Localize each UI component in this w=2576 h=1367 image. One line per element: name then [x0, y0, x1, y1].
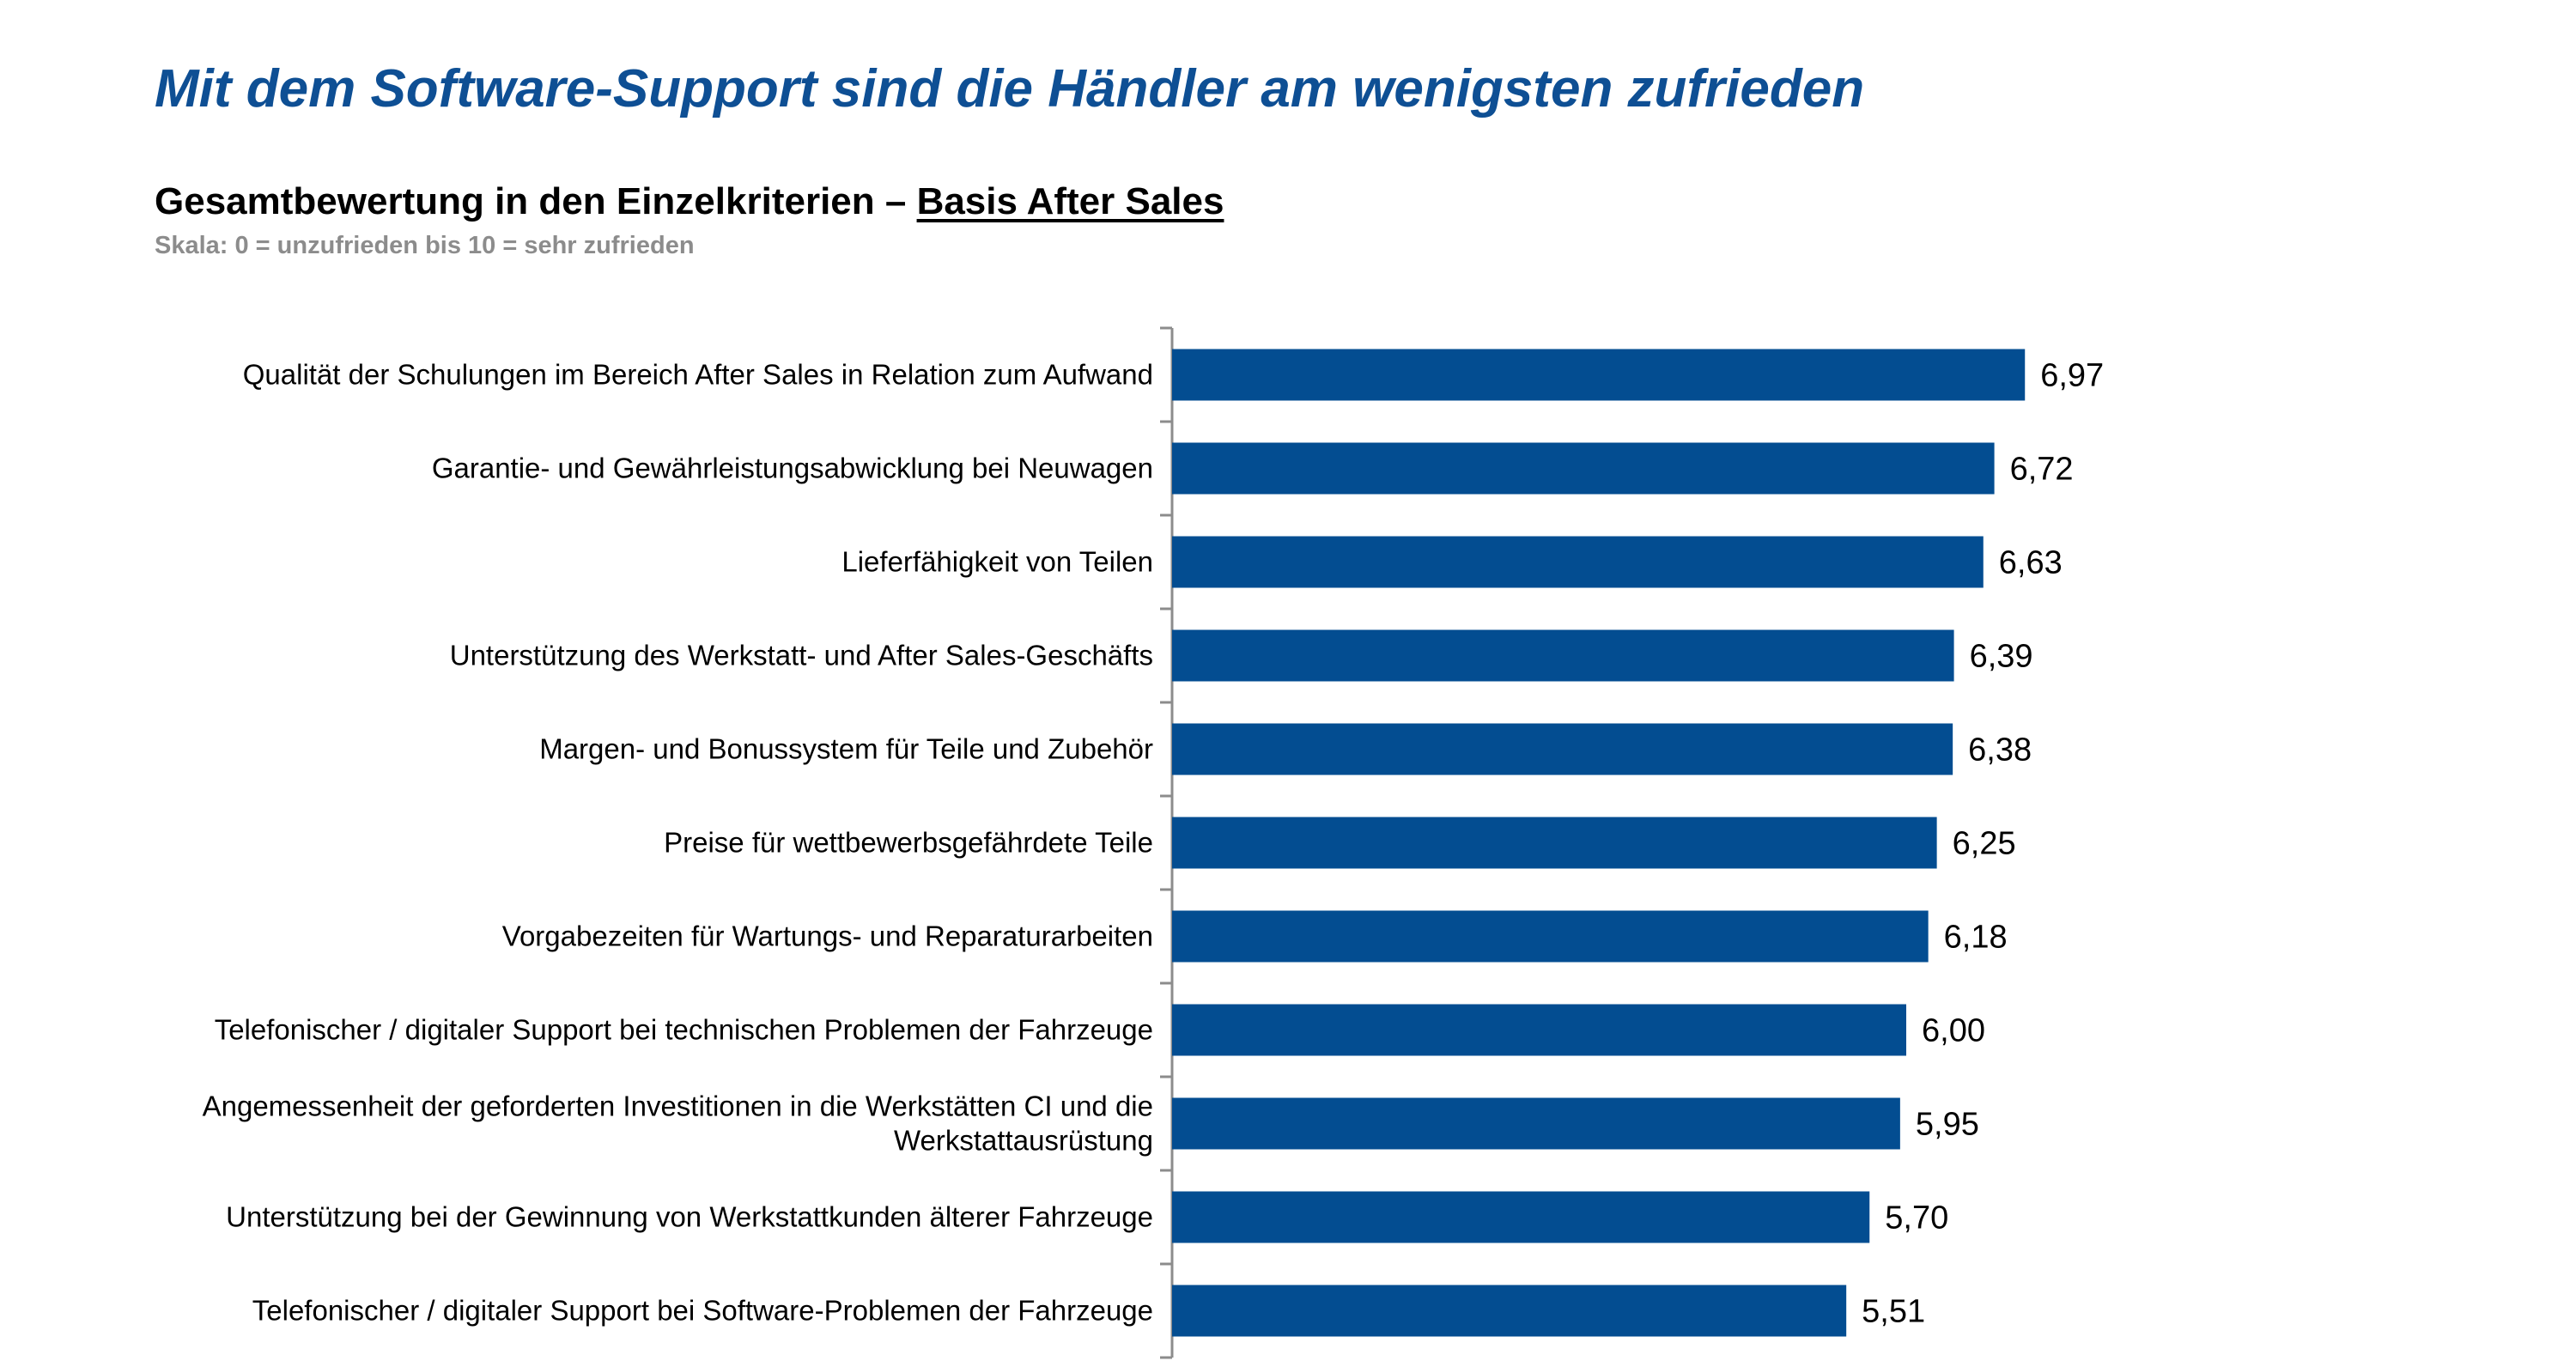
data-label: 5,95: [1916, 1107, 1979, 1143]
data-label: 6,00: [1922, 1013, 1985, 1049]
data-label: 6,18: [1944, 920, 2008, 956]
subtitle-main: Gesamtbewertung in den Einzelkriterien –: [155, 180, 917, 222]
bar: [1172, 817, 1937, 869]
data-label: 5,70: [1885, 1200, 1948, 1236]
scale-note: Skala: 0 = unzufrieden bis 10 = sehr zuf…: [155, 232, 695, 259]
category-label: Vorgabezeiten für Wartungs- und Reparatu…: [502, 920, 1153, 952]
category-label: Unterstützung des Werkstatt- und After S…: [450, 640, 1153, 671]
bar: [1172, 1285, 1847, 1337]
data-label: 6,63: [1999, 545, 2063, 581]
category-label: Garantie- und Gewährleistungsabwicklung …: [432, 453, 1153, 484]
category-label: Preise für wettbewerbsgefährdete Teile: [664, 827, 1153, 859]
chart-subtitle: Gesamtbewertung in den Einzelkriterien –…: [155, 180, 1224, 223]
category-label: Qualität der Schulungen im Bereich After…: [243, 359, 1153, 391]
category-label: Margen- und Bonussystem für Teile und Zu…: [539, 733, 1153, 765]
page-title: Mit dem Software-Support sind die Händle…: [155, 59, 1865, 118]
bar: [1172, 910, 1929, 963]
data-label: 6,39: [1970, 639, 2033, 675]
bar: [1172, 723, 1953, 775]
category-label: Unterstützung bei der Gewinnung von Werk…: [226, 1201, 1153, 1233]
data-label: 6,97: [2040, 358, 2104, 394]
data-label: 5,51: [1862, 1294, 1925, 1330]
data-label: 6,25: [1953, 826, 2016, 862]
bar: [1172, 1004, 1906, 1056]
category-label: Lieferfähigkeit von Teilen: [841, 546, 1153, 578]
data-label: 6,38: [1968, 732, 2032, 769]
category-label: Angemessenheit der geforderten Investiti…: [203, 1091, 1153, 1157]
bar: [1172, 1191, 1870, 1243]
data-label: 6,72: [2010, 452, 2074, 488]
category-label: Telefonischer / digitaler Support bei So…: [252, 1295, 1153, 1327]
subtitle-basis: Basis After Sales: [916, 180, 1224, 222]
bar: [1172, 442, 1995, 495]
bar: [1172, 1097, 1900, 1150]
category-label: Telefonischer / digitaler Support bei te…: [215, 1014, 1153, 1046]
bar: [1172, 349, 2026, 401]
bar: [1172, 536, 1984, 588]
bar: [1172, 629, 1954, 682]
